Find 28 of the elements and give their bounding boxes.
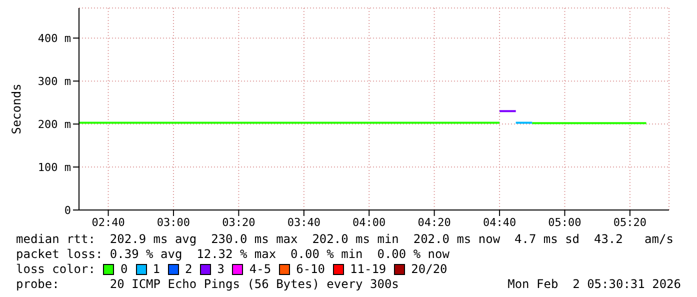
x-tick-label: 02:40 [92, 216, 125, 229]
text: median rtt: 202.9 ms avg 230.0 ms max 202.0 ms min 202.0 ms now 4.7 ms sd 43.2 am/s [16, 232, 674, 247]
x-tick-label: 03:00 [156, 216, 190, 229]
legend-label: 6-10 [296, 262, 326, 277]
legend-title: loss color: [16, 262, 96, 277]
x-tick-label: 03:40 [287, 216, 320, 229]
legend-label: 4-5 [249, 262, 272, 277]
text: Mon Feb 2 05:30:31 2026 [508, 277, 681, 292]
legend-label: 2 [184, 262, 192, 277]
y-tick-label: 100 m [38, 160, 72, 174]
legend-label: 0 [120, 262, 128, 277]
x-tick-label: 04:20 [418, 216, 451, 229]
legend-label: 1 [152, 262, 160, 277]
legend-label: 3 [217, 262, 224, 277]
text: probe: 20 ICMP Echo Pings (56 Bytes) every 300s [16, 277, 399, 292]
y-tick-label: 200 m [38, 118, 72, 131]
y-tick-label: 400 m [38, 32, 72, 45]
x-tick-label: 05:00 [548, 216, 582, 229]
y-tick-label: 0 [64, 204, 71, 217]
x-tick-label: 05:20 [613, 216, 646, 229]
legend-label: 20/20 [411, 262, 448, 277]
text: packet loss: 0.39 % avg 12.32 % max 0.00 % min 0.00 % now [16, 247, 450, 262]
y-tick-label: 300 m [38, 74, 72, 88]
x-tick-label: 04:40 [482, 216, 516, 229]
legend-label: 11-19 [350, 262, 386, 277]
x-tick-label: 04:00 [352, 216, 386, 229]
y-axis-title: Seconds [9, 84, 24, 134]
x-tick-label: 03:20 [222, 216, 256, 229]
